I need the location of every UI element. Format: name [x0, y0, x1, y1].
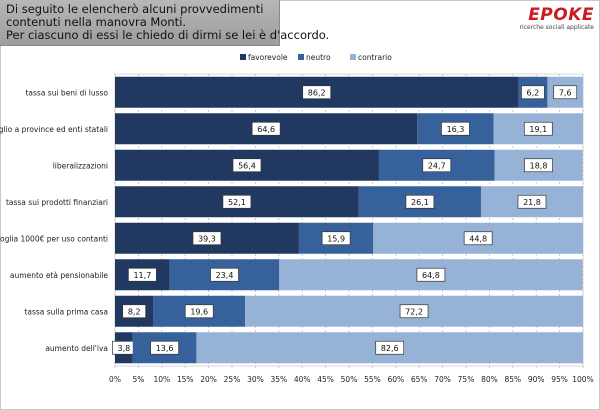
data-label-box	[517, 194, 547, 209]
data-label: 64,6	[257, 125, 275, 134]
x-tick-label: 70%	[434, 375, 451, 384]
data-label: 86,2	[308, 88, 326, 97]
data-label-box	[184, 304, 214, 319]
data-label-box	[422, 158, 452, 173]
data-label: 19,1	[529, 125, 547, 134]
legend-swatch	[240, 54, 246, 60]
x-tick-label: 25%	[224, 375, 241, 384]
data-label: 16,3	[447, 125, 465, 134]
data-label-box	[375, 340, 405, 355]
data-label: 82,6	[381, 344, 399, 353]
data-label: 56,4	[238, 161, 256, 170]
data-label-box	[553, 85, 578, 100]
x-tick-label: 5%	[132, 375, 144, 384]
data-label: 8,2	[128, 307, 141, 316]
category-label: aumento dell'iva	[45, 344, 108, 353]
x-tick-label: 85%	[504, 375, 521, 384]
data-label: 64,8	[422, 271, 440, 280]
x-tick-label: 10%	[153, 375, 170, 384]
x-tick-label: 15%	[177, 375, 194, 384]
x-tick-label: 65%	[411, 375, 428, 384]
x-tick-label: 55%	[364, 375, 381, 384]
data-label-box	[251, 121, 281, 136]
data-label-box	[210, 267, 239, 282]
category-label: aumento età pensionabile	[10, 271, 108, 280]
data-label: 18,8	[530, 161, 548, 170]
data-label-box	[416, 267, 446, 282]
x-tick-label: 90%	[528, 375, 545, 384]
data-label-box	[399, 304, 429, 319]
x-tick-label: 40%	[294, 375, 311, 384]
data-label-box	[232, 158, 262, 173]
category-label: liberalizzazioni	[53, 161, 108, 170]
title-line-2: contenuti nella manovra Monti.	[6, 15, 187, 29]
data-label-box	[521, 85, 545, 100]
data-label-box	[192, 231, 222, 246]
data-label: 44,8	[469, 234, 487, 243]
category-label: tassa sui beni di lusso	[25, 88, 108, 97]
data-label: 3,8	[118, 344, 131, 353]
legend-swatch	[350, 54, 356, 60]
data-label: 13,6	[156, 344, 174, 353]
data-label-box	[441, 121, 470, 136]
logo-name: EPOKE	[528, 5, 594, 25]
data-label: 52,1	[228, 198, 246, 207]
data-label: 7,6	[559, 88, 572, 97]
legend-label: contrario	[358, 53, 392, 62]
logo-tagline: ricerche sociali applicate	[519, 24, 595, 31]
data-label-box	[524, 158, 553, 173]
data-label-box	[302, 85, 332, 100]
data-label: 26,1	[411, 198, 429, 207]
data-label-box	[222, 194, 252, 209]
data-label: 19,6	[190, 307, 208, 316]
x-tick-label: 35%	[270, 375, 287, 384]
x-tick-label: 0%	[109, 375, 121, 384]
category-label: taglio a province ed enti statali	[0, 125, 108, 134]
x-tick-label: 30%	[247, 375, 264, 384]
title-line-3: Per ciascuno di essi le chiedo di dirmi …	[6, 28, 330, 42]
legend-label: favorevole	[248, 53, 288, 62]
data-label: 24,7	[428, 161, 446, 170]
title-line-1: Di seguito le elencherò alcuni provvedim…	[6, 2, 264, 16]
data-label: 72,2	[405, 307, 423, 316]
data-label-box	[321, 231, 351, 246]
data-label-box	[122, 304, 147, 319]
data-label: 21,8	[523, 198, 541, 207]
x-tick-label: 20%	[200, 375, 217, 384]
x-tick-label: 75%	[458, 375, 475, 384]
data-label: 23,4	[216, 271, 234, 280]
legend-label: neutro	[306, 53, 331, 62]
legend-swatch	[298, 54, 304, 60]
data-label-box	[463, 231, 493, 246]
data-label-box	[523, 121, 553, 136]
x-tick-label: 45%	[317, 375, 334, 384]
chart-title-box: Di seguito le elencherò alcuni provvedim…	[0, 0, 330, 46]
data-label-box	[150, 340, 179, 355]
x-tick-label: 50%	[341, 375, 358, 384]
epoke-logo: EPOKE ricerche sociali applicate	[512, 5, 595, 34]
category-label: tassa sui prodotti finanziari	[6, 198, 108, 207]
data-label: 11,7	[133, 271, 151, 280]
x-tick-label: 95%	[551, 375, 568, 384]
data-label: 15,9	[327, 234, 345, 243]
data-label: 39,3	[198, 234, 216, 243]
data-label-box	[128, 267, 157, 282]
x-tick-label: 100%	[572, 375, 593, 384]
data-label-box	[405, 194, 435, 209]
x-tick-label: 60%	[387, 375, 404, 384]
category-label: tassa sulla prima casa	[24, 307, 108, 316]
x-tick-label: 80%	[481, 375, 498, 384]
data-label: 6,2	[527, 88, 540, 97]
category-label: soglia 1000€ per uso contanti	[0, 234, 108, 243]
